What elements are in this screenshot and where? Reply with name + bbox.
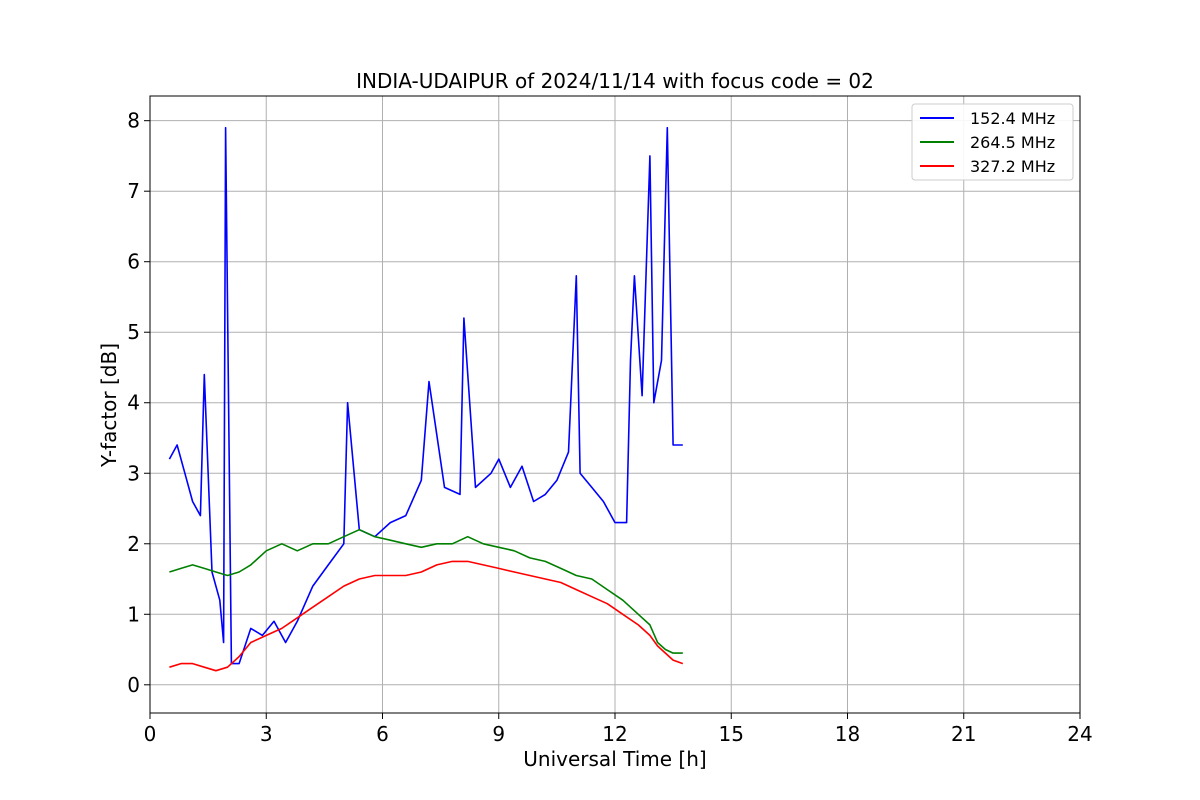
y-tick-label: 4	[127, 391, 140, 415]
y-tick-label: 6	[127, 250, 140, 274]
x-tick-label: 3	[260, 722, 273, 746]
chart-title: INDIA-UDAIPUR of 2024/11/14 with focus c…	[356, 69, 874, 93]
series-line	[169, 528, 683, 654]
x-tick-label: 9	[492, 722, 505, 746]
legend-label: 327.2 MHz	[970, 157, 1055, 176]
y-tick-label: 7	[127, 179, 140, 203]
y-tick-label: 5	[127, 320, 140, 344]
x-tick-label: 21	[951, 722, 976, 746]
legend: 152.4 MHz 264.5 MHz 327.2 MHz	[911, 103, 1074, 181]
y-axis: 0 1 2 3 4 5 6 7 8	[127, 109, 150, 697]
legend-label: 152.4 MHz	[970, 109, 1055, 128]
y-tick-label: 3	[127, 461, 140, 485]
x-tick-label: 15	[719, 722, 744, 746]
legend-label: 264.5 MHz	[970, 133, 1055, 152]
x-tick-label: 0	[144, 722, 157, 746]
y-tick-label: 1	[127, 602, 140, 626]
x-axis: 0 3 6 9 12 15 18 21 24	[144, 713, 1093, 746]
x-tick-label: 18	[835, 722, 860, 746]
y-tick-label: 8	[127, 109, 140, 133]
series-line	[168, 126, 683, 665]
legend-box	[911, 103, 1074, 181]
y-tick-label: 2	[127, 532, 140, 556]
y-axis-label: Y-factor [dB]	[97, 343, 121, 468]
series-line	[169, 560, 684, 672]
x-tick-label: 12	[602, 722, 627, 746]
x-tick-label: 6	[376, 722, 389, 746]
x-axis-label: Universal Time [h]	[523, 747, 706, 771]
series-layer	[168, 126, 684, 672]
y-tick-label: 0	[127, 673, 140, 697]
x-tick-label: 24	[1067, 722, 1092, 746]
